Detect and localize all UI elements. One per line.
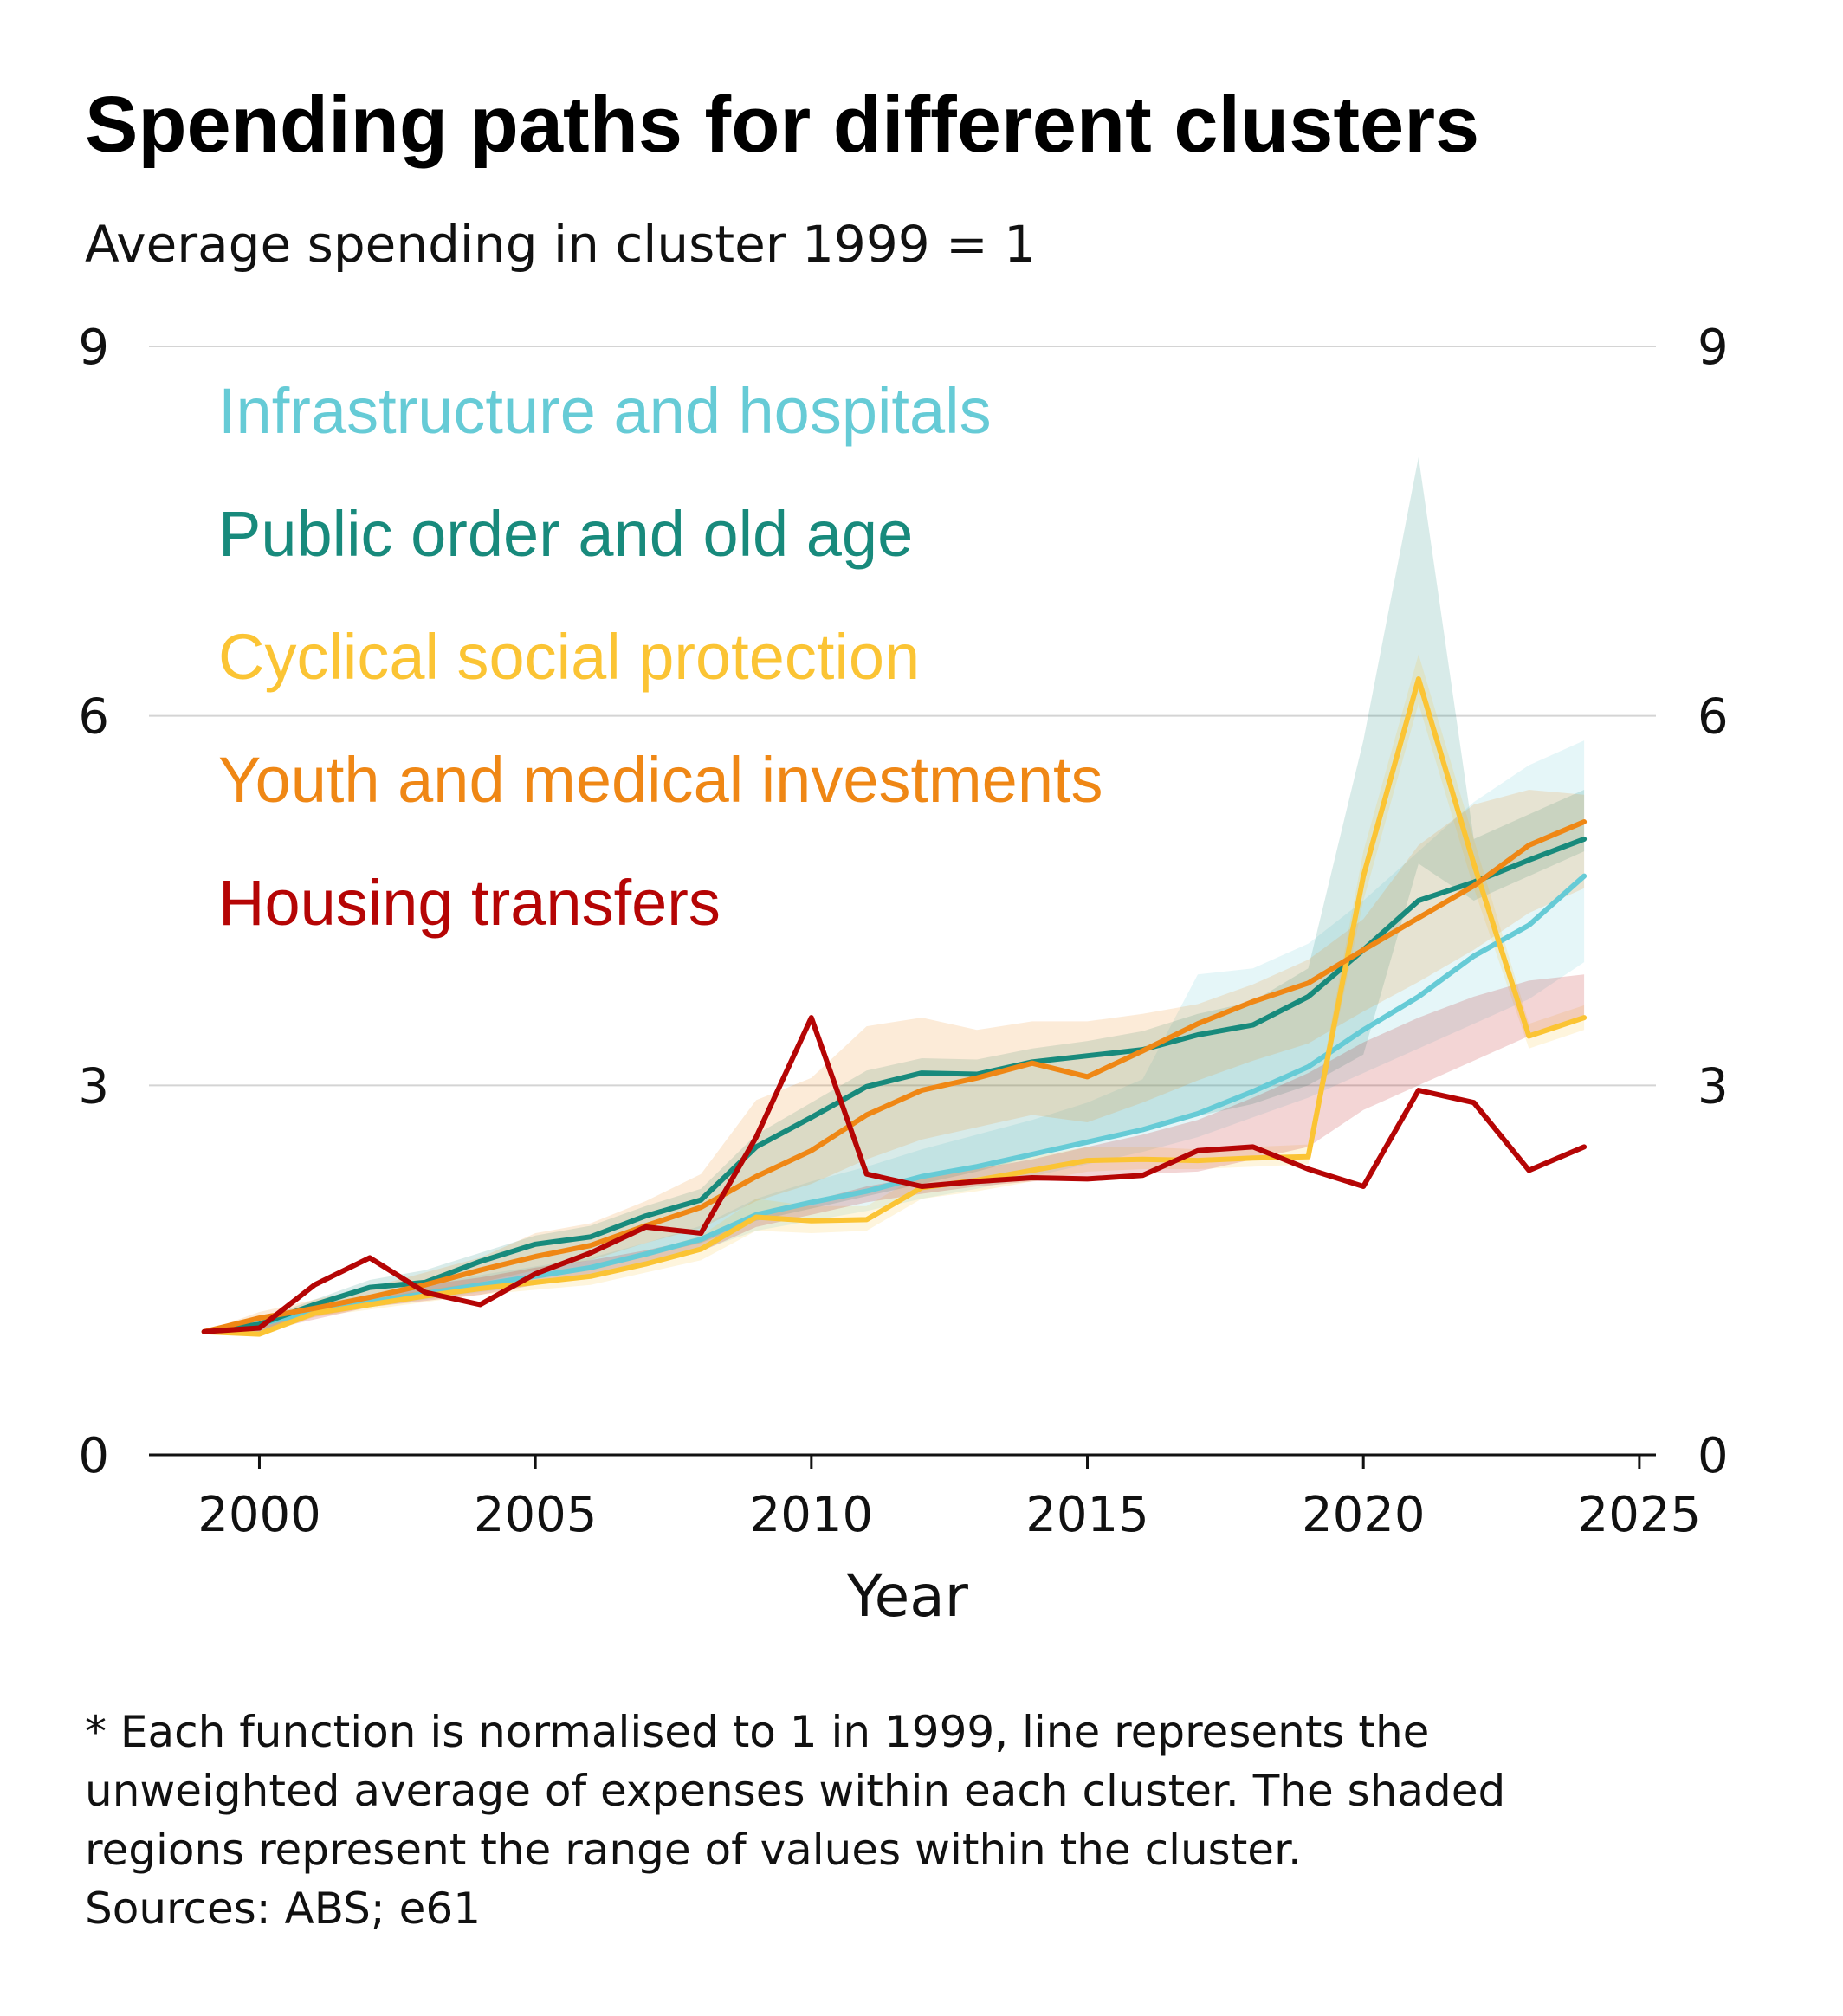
- range-band: [204, 457, 1585, 1332]
- y-tick-label-left: 0: [78, 1428, 109, 1484]
- y-tick-label-left: 3: [78, 1058, 109, 1115]
- y-tick-label-left: 6: [78, 689, 109, 746]
- series-line: [201, 1015, 1588, 1334]
- footnote: * Each function is normalised to 1 in 19…: [85, 1703, 1782, 1938]
- footnote-line: * Each function is normalised to 1 in 19…: [85, 1707, 1430, 1757]
- y-tick-label-left: 9: [78, 320, 109, 376]
- range-bands: [204, 457, 1585, 1337]
- x-axis-title: Year: [846, 1563, 969, 1630]
- legend-entry: Cyclical social protection: [218, 621, 920, 693]
- y-tick-label-right: 9: [1698, 320, 1729, 376]
- chart-title: Spending paths for different clusters: [85, 81, 1480, 169]
- y-tick-label-right: 0: [1698, 1428, 1729, 1484]
- series-lines: [201, 676, 1588, 1337]
- sources-line: Sources: ABS; e61: [85, 1884, 482, 1934]
- footnote-line: unweighted average of expenses within ea…: [85, 1766, 1506, 1816]
- x-tick-label: 2015: [1025, 1487, 1149, 1543]
- chart-subtitle: Average spending in cluster 1999 = 1: [85, 215, 1037, 274]
- axes: 0 0 3 3 6 6 9 9 2000 2005 2010 2015 2020 2025 Year: [78, 320, 1728, 1630]
- gridlines: [149, 346, 1656, 1087]
- range-band: [204, 790, 1585, 1332]
- legend-entry: Youth and medical investments: [218, 744, 1103, 816]
- legend-entry: Housing transfers: [218, 867, 721, 939]
- x-tick-label: 2020: [1302, 1487, 1426, 1543]
- range-band: [204, 740, 1585, 1332]
- x-tick-label: 2025: [1578, 1487, 1702, 1543]
- x-tick-label: 2005: [474, 1487, 598, 1543]
- legend-entry: Public order and old age: [218, 498, 913, 570]
- range-band: [204, 654, 1585, 1337]
- y-tick-label-right: 3: [1698, 1058, 1729, 1115]
- range-band: [204, 974, 1585, 1332]
- x-tick-label: 2010: [750, 1487, 874, 1543]
- x-tick-label: 2000: [197, 1487, 321, 1543]
- legend: Infrastructure and hospitals Public order…: [218, 375, 1103, 939]
- series-line: [201, 819, 1588, 1334]
- legend-entry: Infrastructure and hospitals: [218, 375, 992, 447]
- line-chart: 0 0 3 3 6 6 9 9 2000 2005 2010 2015 2020 2025 Year Inf…: [78, 320, 1728, 1630]
- y-tick-label-right: 6: [1698, 689, 1729, 746]
- footnote-line: regions represent the range of values wi…: [85, 1825, 1302, 1875]
